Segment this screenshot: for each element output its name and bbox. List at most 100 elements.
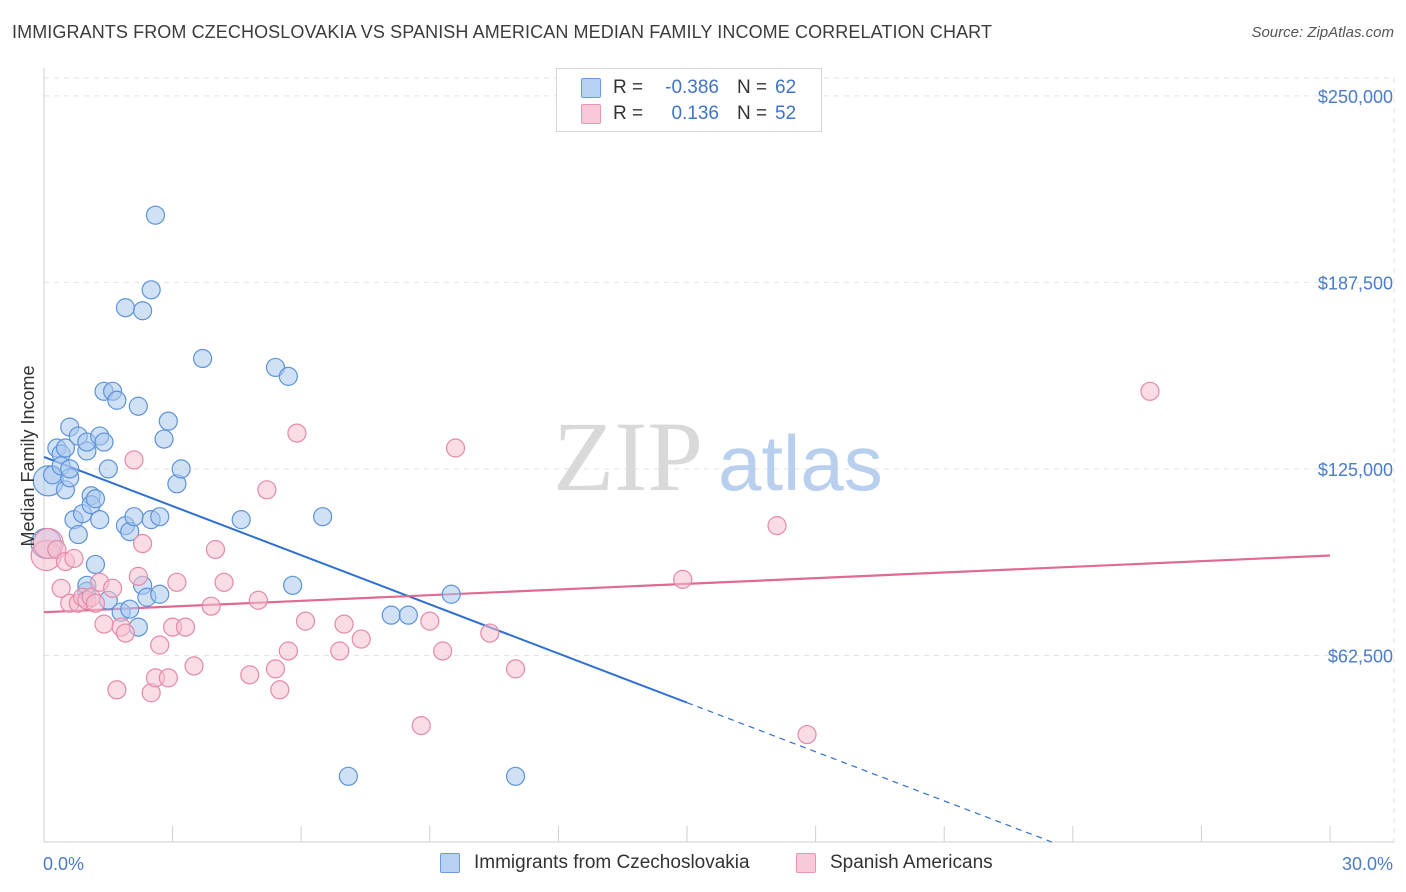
point-spanish — [214, 572, 234, 592]
point-spanish — [265, 659, 286, 679]
point-czechoslovakia — [124, 507, 144, 527]
point-czechoslovakia — [98, 459, 118, 479]
point-spanish — [240, 665, 260, 685]
legend-n-label: N = — [737, 77, 768, 98]
point-czechoslovakia — [158, 411, 178, 431]
bottom-legend-label: Spanish Americans — [830, 852, 993, 873]
legend-n-label: N = — [737, 103, 768, 124]
point-spanish — [505, 659, 526, 679]
point-czechoslovakia — [338, 766, 358, 786]
point-czechoslovakia — [145, 205, 166, 225]
point-spanish — [257, 480, 277, 500]
point-spanish — [107, 680, 127, 700]
trend-line-czechoslovakia — [43, 456, 688, 704]
trend-line-czechoslovakia-dashed — [686, 702, 1053, 843]
point-spanish — [175, 617, 196, 637]
bottom-legend-swatch-blue — [440, 853, 460, 873]
x-tick-max: 30.0% — [1342, 854, 1393, 874]
point-czechoslovakia — [141, 280, 161, 300]
legend-row-czechoslovakia: R = -0.386 N = 62 — [581, 76, 796, 100]
point-spanish — [420, 611, 440, 631]
y-tick-labels: $62,500 $125,000 $187,500 $250,000 — [1318, 87, 1393, 667]
point-spanish — [278, 641, 298, 661]
axes — [43, 68, 1394, 843]
point-czechoslovakia — [85, 554, 106, 575]
point-czechoslovakia — [171, 459, 191, 479]
legend-swatch-pink — [581, 104, 601, 124]
point-spanish — [411, 715, 431, 736]
point-spanish — [128, 566, 148, 586]
y-tick-label: $250,000 — [1318, 87, 1393, 107]
point-czechoslovakia — [60, 459, 80, 479]
point-spanish — [150, 635, 170, 655]
point-spanish — [445, 438, 466, 458]
point-czechoslovakia — [107, 390, 127, 410]
point-spanish — [480, 623, 500, 643]
point-czechoslovakia — [150, 584, 170, 604]
point-spanish — [201, 596, 221, 616]
point-czechoslovakia — [68, 524, 88, 545]
point-spanish — [115, 623, 136, 643]
watermark-zip: ZIP — [553, 401, 703, 512]
point-czechoslovakia — [94, 432, 114, 452]
bottom-legend-czechoslovakia: Immigrants from Czechoslovakia — [440, 852, 750, 874]
point-czechoslovakia — [313, 507, 333, 527]
point-spanish — [295, 611, 316, 631]
point-spanish — [51, 578, 71, 598]
point-czechoslovakia — [90, 510, 110, 530]
bottom-legend-swatch-pink — [796, 853, 816, 873]
point-czechoslovakia — [55, 438, 76, 458]
point-spanish — [334, 614, 354, 634]
legend-r-value: -0.386 — [665, 77, 719, 98]
y-tick-label: $125,000 — [1318, 460, 1393, 480]
legend-n-value: 52 — [775, 103, 797, 124]
point-czechoslovakia — [283, 575, 303, 595]
point-spanish — [248, 590, 268, 610]
point-spanish — [673, 569, 693, 589]
point-spanish — [64, 548, 84, 569]
point-spanish — [351, 629, 371, 649]
point-czechoslovakia — [115, 298, 136, 318]
point-czechoslovakia — [278, 366, 298, 386]
point-czechoslovakia — [120, 599, 140, 619]
legend-r-label: R = — [613, 77, 644, 98]
point-czechoslovakia — [193, 348, 213, 369]
source-label: Source: ZipAtlas.com — [1251, 24, 1394, 41]
point-spanish — [158, 668, 178, 688]
legend: R = -0.386 N = 62 R = 0.136 N = 52 — [556, 68, 822, 132]
y-tick-label: $62,500 — [1328, 646, 1393, 666]
watermark-atlas: atlas — [718, 419, 883, 507]
point-spanish — [767, 516, 787, 536]
legend-n-value: 62 — [775, 77, 797, 98]
y-tick-label: $187,500 — [1318, 273, 1393, 293]
point-spanish — [124, 450, 144, 470]
bottom-legend-spanish: Spanish Americans — [796, 852, 993, 874]
point-spanish — [205, 539, 226, 560]
point-czechoslovakia — [505, 766, 526, 786]
point-czechoslovakia — [132, 301, 153, 321]
point-spanish — [85, 593, 106, 613]
point-spanish — [132, 533, 153, 554]
bottom-legend: Immigrants from Czechoslovakia Spanish A… — [0, 852, 1406, 876]
point-czechoslovakia — [231, 510, 251, 530]
point-spanish — [330, 641, 350, 661]
data-points — [30, 205, 1160, 786]
point-spanish — [1140, 381, 1160, 401]
point-czechoslovakia — [85, 489, 106, 509]
y-axis-label: Median Family Income — [18, 365, 38, 546]
point-spanish — [167, 572, 187, 592]
legend-r-label: R = — [613, 103, 644, 124]
x-tick-min: 0.0% — [43, 854, 84, 874]
point-czechoslovakia — [150, 507, 170, 527]
legend-swatch-blue — [581, 78, 601, 98]
point-czechoslovakia — [128, 396, 148, 416]
point-czechoslovakia — [398, 605, 418, 625]
chart-title: IMMIGRANTS FROM CZECHOSLOVAKIA VS SPANIS… — [12, 22, 993, 42]
point-spanish — [94, 614, 114, 634]
point-spanish — [433, 641, 453, 661]
point-spanish — [797, 724, 817, 745]
point-czechoslovakia — [441, 584, 461, 604]
point-czechoslovakia — [381, 605, 401, 625]
point-spanish — [102, 578, 123, 598]
